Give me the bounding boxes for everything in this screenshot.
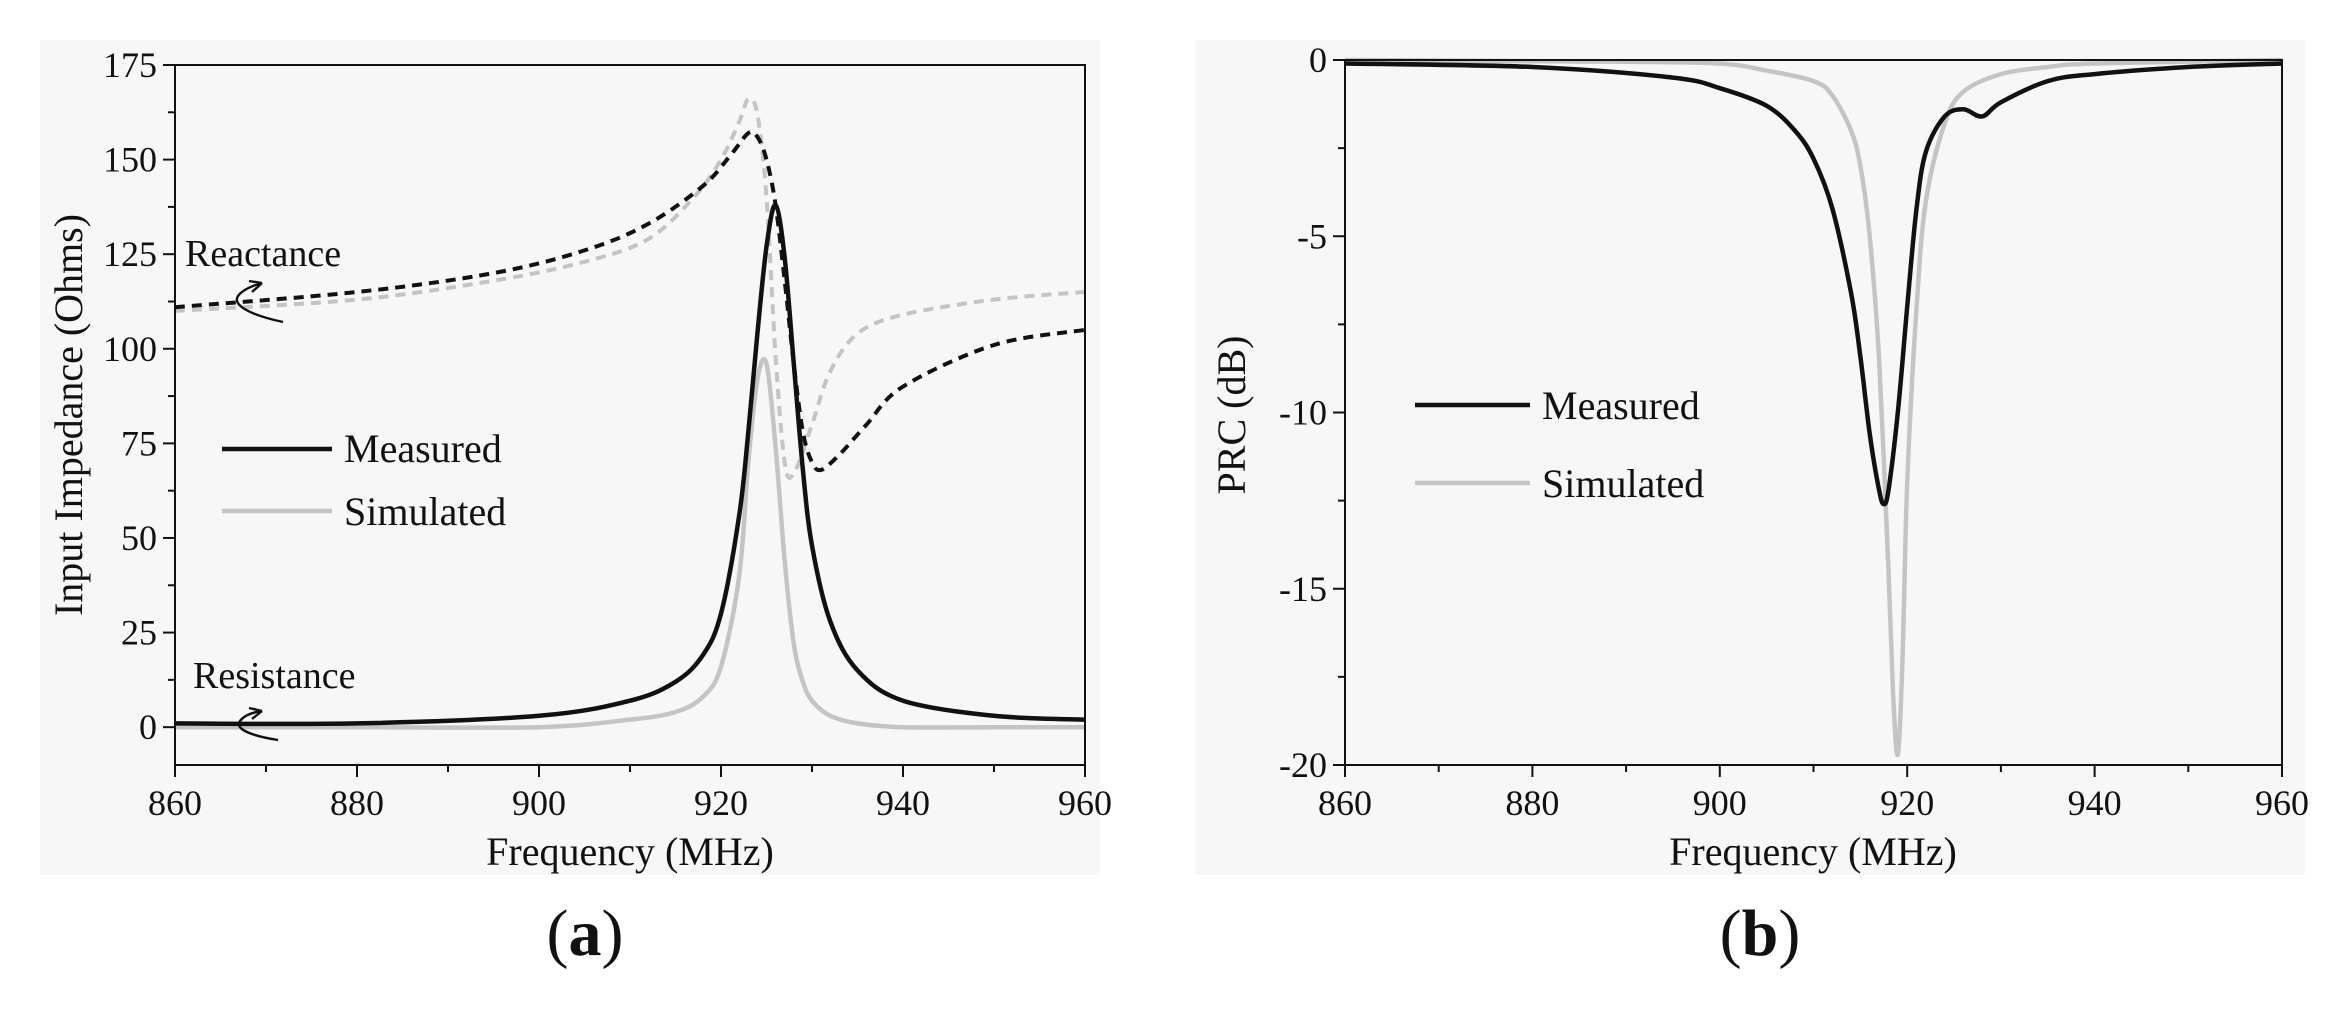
reactance-arrow-icon xyxy=(235,281,284,324)
panel-a-letter: a xyxy=(569,897,602,970)
panel-a-plot-frame xyxy=(174,64,1086,766)
y-tick-label: 25 xyxy=(121,613,157,653)
y-tick-label: 150 xyxy=(103,140,157,180)
panel-b-y-axis-label: PRC (dB) xyxy=(1209,336,1254,495)
panel-a-tick-labels: 860 880 900 920 940 960 0 25 50 75 100 125 150 175 xyxy=(103,45,1112,823)
panel-a-series xyxy=(174,96,1086,730)
panel-b-ticks xyxy=(1333,59,2283,777)
x-tick-label: 920 xyxy=(1880,783,1934,823)
y-tick-label: -15 xyxy=(1279,569,1327,609)
panel-b-legend: Measured Simulated xyxy=(1415,383,1704,506)
legend-measured-label: Measured xyxy=(1542,383,1700,428)
x-tick-label: 900 xyxy=(512,783,566,823)
resistance-arrowhead-icon xyxy=(248,706,263,720)
y-tick-label: 0 xyxy=(1309,40,1327,80)
series-simulated-resistance xyxy=(175,356,1085,730)
panel-a-y-axis-label: Input Impedance (Ohms) xyxy=(46,214,91,616)
x-tick-label: 940 xyxy=(2068,783,2122,823)
x-tick-label: 860 xyxy=(148,783,202,823)
x-tick-label: 960 xyxy=(2255,783,2309,823)
y-tick-label: 125 xyxy=(103,234,157,274)
reactance-arrowhead-icon xyxy=(248,279,263,293)
y-tick-label: -10 xyxy=(1279,393,1327,433)
y-tick-label: 0 xyxy=(139,707,157,747)
legend-measured-label: Measured xyxy=(344,426,502,471)
x-tick-label: 960 xyxy=(1058,783,1112,823)
panel-a-caption: (a) xyxy=(547,897,624,970)
panel-b-series xyxy=(1344,57,2283,758)
series-simulated xyxy=(1344,57,2283,758)
series-measured xyxy=(1344,61,2283,507)
panel-b-background xyxy=(1195,40,2305,875)
x-tick-label: 940 xyxy=(876,783,930,823)
panel-a-ticks xyxy=(163,64,1086,777)
panel-b-tick-labels: 860 880 900 920 940 960 -20 -15 -10 -5 0 xyxy=(1279,40,2309,823)
x-tick-label: 880 xyxy=(330,783,384,823)
panel-b-letter: b xyxy=(1742,897,1779,970)
x-tick-label: 900 xyxy=(1693,783,1747,823)
panel-a-x-axis-label: Frequency (MHz) xyxy=(486,829,774,874)
x-tick-label: 860 xyxy=(1318,783,1372,823)
legend-simulated-label: Simulated xyxy=(344,489,506,534)
panel-a-legend: Measured Simulated xyxy=(222,426,506,534)
y-tick-label: 50 xyxy=(121,518,157,558)
panel-b-caption: (b) xyxy=(1720,897,1801,970)
resistance-arrow-icon xyxy=(237,709,279,742)
legend-simulated-label: Simulated xyxy=(1542,461,1704,506)
y-tick-label: -20 xyxy=(1279,745,1327,785)
y-tick-label: -5 xyxy=(1297,216,1327,256)
panel-b-chart: 860 880 900 920 940 960 -20 -15 -10 -5 0 Frequency… xyxy=(1195,40,2309,970)
series-measured-resistance xyxy=(174,202,1086,727)
series-measured-reactance xyxy=(174,129,1086,473)
panel-a-chart: 860 880 900 920 940 960 0 25 50 75 100 125 150 175 Fr… xyxy=(40,40,1112,970)
reactance-annotation: Reactance xyxy=(185,233,341,275)
y-tick-label: 100 xyxy=(103,329,157,369)
resistance-annotation: Resistance xyxy=(193,655,356,697)
panel-b-plot-frame xyxy=(1344,59,2283,766)
x-tick-label: 880 xyxy=(1505,783,1559,823)
panel-b-x-axis-label: Frequency (MHz) xyxy=(1669,829,1957,874)
x-tick-label: 920 xyxy=(694,783,748,823)
y-tick-label: 175 xyxy=(103,45,157,85)
y-tick-label: 75 xyxy=(121,423,157,463)
panel-a-background xyxy=(40,40,1100,875)
